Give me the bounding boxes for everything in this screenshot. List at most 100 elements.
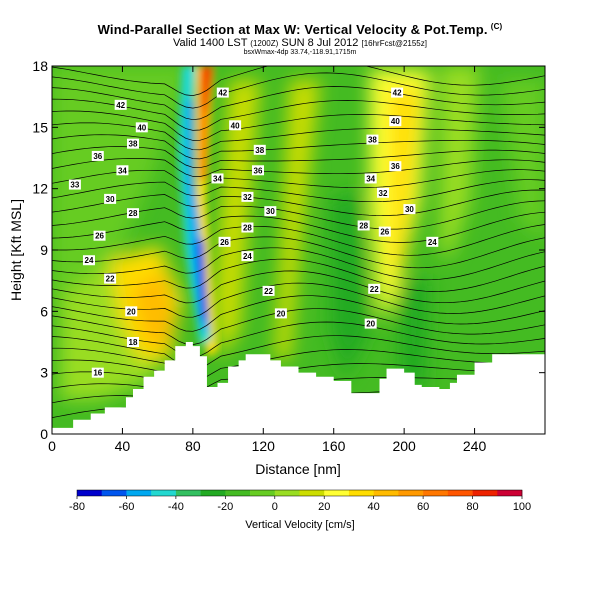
contour-label-box xyxy=(391,87,404,98)
subtitle-valid: Valid 1400 LST xyxy=(173,37,248,49)
contour-label-box xyxy=(252,165,265,176)
colorbar-swatch xyxy=(398,490,424,496)
contour-label-box xyxy=(366,134,379,145)
contour-label: 42 xyxy=(116,101,125,110)
contour-label: 24 xyxy=(85,256,94,265)
contour-label-box xyxy=(357,220,370,231)
contour-label: 22 xyxy=(264,287,273,296)
subtitle-utc: (1200Z) xyxy=(250,39,279,48)
colorbar-swatch xyxy=(250,490,276,496)
theta-contour-line xyxy=(52,169,545,189)
colorbar-frame xyxy=(76,489,523,497)
contour-label-box xyxy=(125,306,138,317)
contour-labels: 42 40 38 36 34 33 30 28 26 24 22 20 18 16 42 40 38 36 34 32… xyxy=(68,87,439,378)
chart-subsubtitle: bsxWmax-4dp 33.74,-118.91,1715m xyxy=(243,49,357,56)
colorbar-swatch xyxy=(472,490,498,496)
contour-label: 38 xyxy=(129,140,138,149)
contour-label-box xyxy=(126,337,139,347)
theta-contour-line xyxy=(52,295,545,332)
velocity-field xyxy=(52,66,545,400)
colorbar-swatch xyxy=(423,490,449,496)
contour-label-box xyxy=(253,144,266,155)
contour-label: 26 xyxy=(380,228,389,237)
theta-contour-line xyxy=(52,236,545,269)
colorbar-swatch xyxy=(497,490,523,496)
colorbar-swatch xyxy=(348,490,374,496)
contour-label-box xyxy=(403,204,416,215)
contour-label: 28 xyxy=(359,221,368,230)
colorbar-tick-label: 60 xyxy=(417,501,429,513)
contour-label: 22 xyxy=(370,285,379,294)
colorbar-swatch xyxy=(200,490,226,496)
theta-contour-line xyxy=(52,335,545,370)
colorbar-tick-label: -60 xyxy=(118,501,134,513)
contour-label-box xyxy=(126,138,139,149)
contour-label: 40 xyxy=(231,121,240,130)
contour-label-box xyxy=(389,161,402,172)
theta-contour-line xyxy=(52,270,545,304)
colorbar-swatch xyxy=(151,490,177,496)
colorbar-tick-label: 40 xyxy=(368,501,380,513)
theta-contour-line xyxy=(52,98,545,131)
contour-label-box xyxy=(104,193,117,204)
theta-contour-line xyxy=(52,66,545,96)
contour-label-box xyxy=(274,308,287,319)
contour-label: 36 xyxy=(93,152,102,161)
contour-label: 34 xyxy=(213,174,222,183)
contour-label-box xyxy=(91,150,104,161)
field-band-upper-left xyxy=(52,66,190,300)
colorbar-swatch xyxy=(324,490,350,496)
theta-contour-line xyxy=(52,211,545,243)
contour-label-box xyxy=(68,179,81,190)
colorbar-tick-label: -40 xyxy=(168,501,184,513)
contour-label: 34 xyxy=(118,166,127,175)
contour-label: 20 xyxy=(127,307,136,316)
contour-label-box xyxy=(377,187,390,198)
contour-label-box xyxy=(114,99,127,110)
colorbar-swatch xyxy=(225,490,251,496)
contour-label-box xyxy=(364,318,377,329)
contour-label: 20 xyxy=(366,320,375,329)
field-band-yellow-mid xyxy=(215,80,260,360)
plot-area: 42 40 38 36 34 33 30 28 26 24 22 20 18 16 42 40 38 36 34 32… xyxy=(52,66,545,434)
contour-label-box xyxy=(82,255,95,266)
subtitle-forecast: [16hrFcst@2155z] xyxy=(361,39,427,48)
colorbar-swatch xyxy=(447,490,473,496)
colorbar-tick-label: 0 xyxy=(272,501,278,513)
field-band-orange-lower xyxy=(130,270,175,350)
contour-label-box xyxy=(426,236,439,247)
contour-label: 20 xyxy=(276,309,285,318)
colorbar-tick-label: 80 xyxy=(466,501,478,513)
contour-label-box xyxy=(216,87,229,98)
x-tick-label: 80 xyxy=(185,438,201,454)
colorbar-tick-label: 100 xyxy=(513,501,531,513)
x-tick-label: 200 xyxy=(392,438,416,454)
downdraft-core xyxy=(196,240,208,320)
y-tick-label: 15 xyxy=(32,119,48,135)
contour-label: 38 xyxy=(368,136,377,145)
contour-label-box xyxy=(264,206,277,217)
theta-contour-line xyxy=(52,308,545,345)
x-tick-label: 240 xyxy=(463,438,487,454)
theta-contour-line xyxy=(52,258,545,292)
y-tick-label: 9 xyxy=(40,242,48,258)
theta-contour-line xyxy=(52,110,545,141)
y-tick-label: 3 xyxy=(40,365,48,381)
field-band-yellow-mid2 xyxy=(275,80,320,360)
y-tick-label: 6 xyxy=(40,303,48,319)
contour-label: 36 xyxy=(391,162,400,171)
contour-label: 30 xyxy=(266,207,275,216)
contour-label: 30 xyxy=(106,195,115,204)
contour-label-box xyxy=(378,226,391,237)
contour-label: 40 xyxy=(137,123,146,132)
x-tick-label: 40 xyxy=(115,438,131,454)
contour-label-box xyxy=(104,273,117,284)
y-tick-label: 0 xyxy=(40,426,48,442)
colorbar-swatch xyxy=(274,490,300,496)
contour-label-box xyxy=(135,122,148,133)
colorbar-tick-label: -20 xyxy=(217,501,233,513)
theta-contour-line xyxy=(52,122,545,151)
contour-label-box xyxy=(218,236,231,247)
contour-label: 18 xyxy=(129,338,138,347)
theta-contour-line xyxy=(52,247,545,281)
